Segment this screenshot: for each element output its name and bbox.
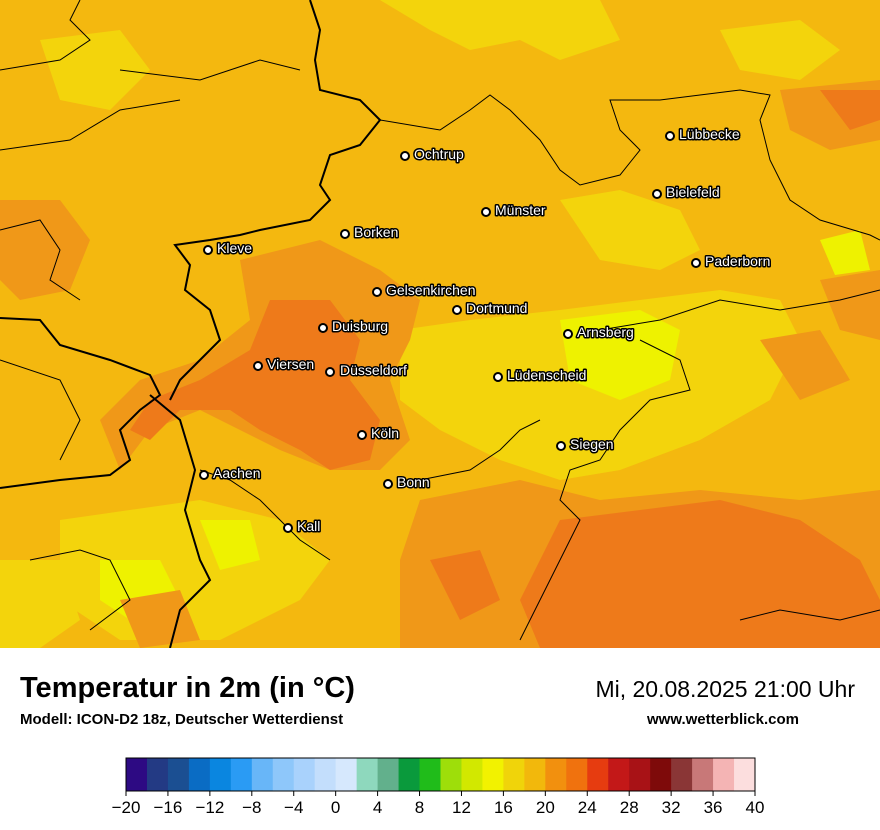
legend-swatch — [629, 758, 651, 791]
legend-tick-label: −20 — [112, 798, 141, 817]
legend-swatch — [335, 758, 358, 791]
legend-swatch — [503, 758, 525, 791]
city-label: Kleve — [217, 240, 252, 256]
city-label: Paderborn — [705, 253, 770, 269]
legend-swatch — [461, 758, 483, 791]
city-label: Lüdenscheid — [507, 367, 586, 383]
legend-tick-label: 24 — [578, 798, 597, 817]
city-marker: Duisburg — [318, 317, 390, 336]
legend-swatch — [188, 758, 211, 791]
city-marker: Kall — [283, 517, 322, 536]
hot-zones — [130, 90, 880, 648]
city-marker: Bielefeld — [652, 183, 721, 202]
legend-tick-label: 16 — [494, 798, 513, 817]
city-label: Bonn — [397, 474, 430, 490]
city-label: Münster — [495, 202, 546, 218]
legend-swatch — [734, 758, 756, 791]
legend-swatch — [126, 758, 148, 791]
city-label: Viersen — [267, 356, 314, 372]
city-marker: Lüdenscheid — [493, 366, 588, 385]
city-marker: Lübbecke — [665, 125, 741, 144]
legend-swatch — [587, 758, 609, 791]
city-marker: Paderborn — [691, 252, 772, 271]
city-label: Kall — [297, 518, 320, 534]
legend-swatch — [692, 758, 714, 791]
legend-swatch — [440, 758, 462, 791]
city-label: Köln — [371, 425, 399, 441]
legend-swatch — [377, 758, 400, 791]
legend-swatch — [314, 758, 337, 791]
city-label: Arnsberg — [577, 324, 634, 340]
legend-swatch — [230, 758, 253, 791]
legend-swatch — [419, 758, 441, 791]
legend-tick-label: 20 — [536, 798, 555, 817]
legend-swatch — [524, 758, 546, 791]
city-marker: Viersen — [253, 355, 316, 374]
legend-swatch — [356, 758, 379, 791]
temperature-map: Lübbecke Ochtrup Bielefeld Münster Borke… — [0, 0, 880, 648]
website-link[interactable]: www.wetterblick.com — [647, 711, 799, 728]
city-marker: Dortmund — [452, 299, 529, 318]
legend-tick-label: −4 — [284, 798, 303, 817]
legend-ticks: −20 −16 −12 −8 −4 0 4 8 12 16 20 24 28 32 36 40 — [112, 791, 765, 817]
legend-swatch — [398, 758, 421, 791]
legend-frame — [125, 757, 756, 792]
model-info: Modell: ICON-D2 18z, Deutscher Wetterdie… — [20, 711, 344, 728]
city-marker: Borken — [340, 223, 400, 242]
legend-swatch — [146, 758, 169, 791]
district-borders — [0, 0, 880, 641]
legend-swatch — [545, 758, 567, 791]
legend-swatch — [608, 758, 630, 791]
legend-swatch — [671, 758, 693, 791]
legend-swatch — [713, 758, 735, 791]
city-label: Lübbecke — [679, 126, 740, 142]
legend-swatches — [126, 758, 756, 791]
legend-tick-label: 36 — [704, 798, 723, 817]
color-legend: −20 −16 −12 −8 −4 0 4 8 12 16 20 24 28 32 36 40 — [112, 757, 765, 817]
legend-tick-label: 8 — [415, 798, 424, 817]
city-label: Ochtrup — [414, 146, 464, 162]
legend-swatch — [293, 758, 316, 791]
city-label: Düsseldorf — [340, 362, 407, 378]
legend-swatch — [209, 758, 232, 791]
city-marker: Ochtrup — [400, 145, 466, 164]
legend-tick-label: 28 — [620, 798, 639, 817]
legend-tick-label: 4 — [373, 798, 382, 817]
city-label: Duisburg — [332, 318, 388, 334]
legend-swatch — [251, 758, 274, 791]
legend-tick-label: −8 — [242, 798, 261, 817]
city-label: Aachen — [213, 465, 260, 481]
legend-tick-label: 40 — [746, 798, 765, 817]
city-marker: Köln — [357, 424, 401, 443]
state-borders — [0, 0, 382, 648]
legend-swatch — [482, 758, 504, 791]
city-label: Bielefeld — [666, 184, 720, 200]
legend-swatch — [650, 758, 672, 791]
city-marker: Düsseldorf — [325, 361, 409, 380]
city-label: Siegen — [570, 436, 614, 452]
city-marker: Kleve — [203, 239, 254, 258]
city-label: Borken — [354, 224, 398, 240]
city-marker: Münster — [481, 201, 547, 220]
city-label: Dortmund — [466, 300, 527, 316]
city-marker: Bonn — [383, 473, 431, 492]
city-marker: Arnsberg — [563, 323, 635, 342]
legend-swatch — [272, 758, 295, 791]
city-marker: Aachen — [199, 464, 262, 483]
city-markers: Lübbecke Ochtrup Bielefeld Münster Borke… — [199, 125, 772, 536]
forecast-datetime: Mi, 20.08.2025 21:00 Uhr — [595, 676, 855, 702]
legend-tick-label: −12 — [195, 798, 224, 817]
city-label: Gelsenkirchen — [386, 282, 476, 298]
legend-tick-label: 12 — [452, 798, 471, 817]
city-marker: Gelsenkirchen — [372, 281, 477, 300]
city-marker: Siegen — [556, 435, 615, 454]
legend-tick-label: 32 — [662, 798, 681, 817]
legend-tick-label: 0 — [331, 798, 340, 817]
legend-swatch — [566, 758, 588, 791]
legend-swatch — [167, 758, 190, 791]
legend-tick-label: −16 — [154, 798, 183, 817]
map-title: Temperatur in 2m (in °C) — [20, 672, 355, 704]
